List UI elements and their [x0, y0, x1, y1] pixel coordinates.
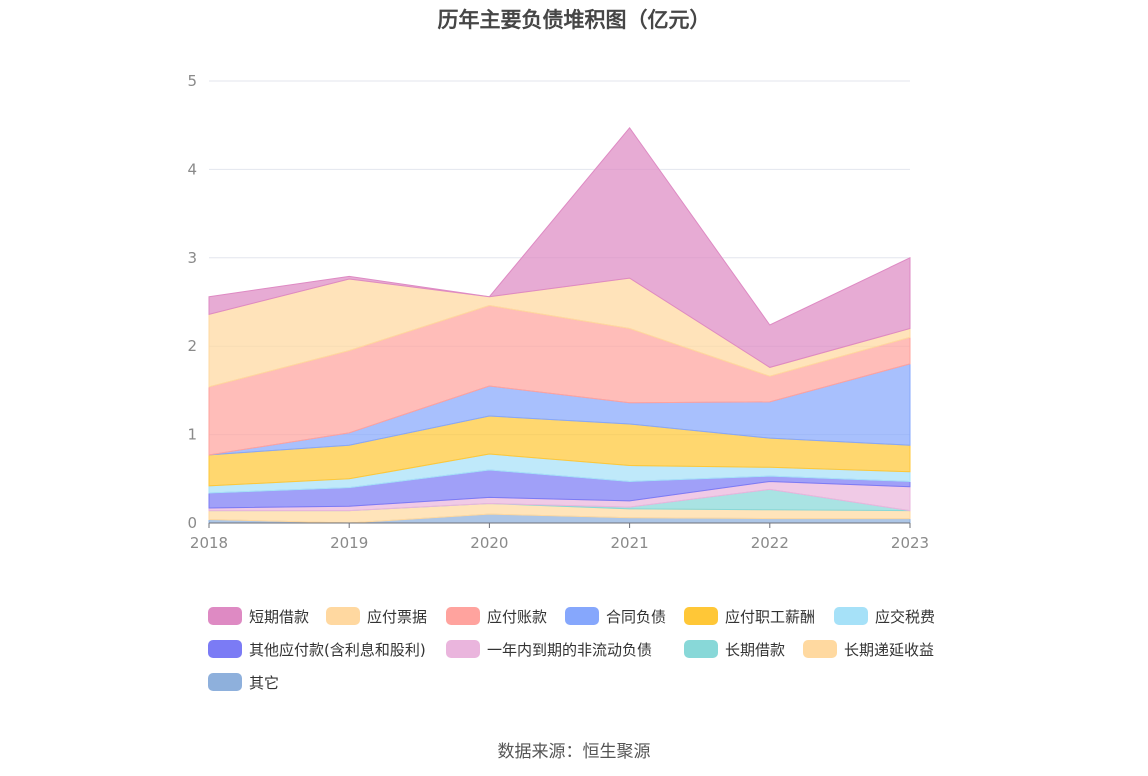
legend-label: 长期借款: [725, 640, 786, 659]
legend-label: 合同负债: [606, 607, 667, 626]
x-tick-label: 2021: [611, 534, 649, 552]
legend-label: 应付职工薪酬: [725, 607, 816, 626]
legend-label: 长期递延收益: [844, 640, 935, 659]
y-tick-label: 1: [187, 426, 197, 444]
legend-item[interactable]: 长期递延收益: [803, 639, 934, 659]
legend-swatch: [446, 640, 480, 658]
legend-swatch: [834, 607, 868, 625]
legend-label: 一年内到期的非流动负债: [487, 640, 653, 659]
x-tick-label: 2022: [751, 534, 789, 552]
legend-swatch: [803, 640, 837, 658]
legend-swatch: [326, 607, 360, 625]
legend-swatch: [208, 607, 242, 625]
y-tick-label: 0: [187, 514, 197, 532]
legend-item[interactable]: 应付账款: [446, 606, 547, 626]
x-tick-label: 2023: [891, 534, 929, 552]
area-series: [208, 127, 911, 368]
y-tick-label: 3: [187, 249, 197, 267]
area-series-group: [208, 127, 911, 524]
legend-label: 其它: [249, 673, 280, 692]
legend-swatch: [446, 607, 480, 625]
y-tick-label: 2: [187, 337, 197, 355]
legend-item[interactable]: 应付职工薪酬: [684, 606, 815, 626]
legend-label: 其他应付款(含利息和股利): [249, 640, 426, 659]
legend-label: 短期借款: [249, 607, 310, 626]
legend-swatch: [684, 607, 718, 625]
data-source-note: 数据来源：恒生聚源: [497, 742, 651, 762]
y-tick-label: 5: [187, 72, 197, 90]
x-tick-label: 2018: [190, 534, 228, 552]
legend-swatch: [208, 640, 242, 658]
legend-item[interactable]: 应交税费: [834, 606, 935, 626]
legend-item[interactable]: 其它: [208, 672, 279, 692]
legend-label: 应交税费: [875, 607, 936, 626]
legend-swatch: [684, 640, 718, 658]
x-tick-label: 2019: [330, 534, 368, 552]
y-tick-label: 4: [187, 160, 197, 178]
legend-item[interactable]: 合同负债: [565, 606, 666, 626]
legend-item[interactable]: 长期借款: [684, 639, 785, 659]
stacked-area-chart: 0 1 2 3 4 5 2018 2019 2020 2021 2022 2023: [187, 72, 929, 552]
x-tick-label: 2020: [470, 534, 508, 552]
axes: 0 1 2 3 4 5 2018 2019 2020 2021 2022 2023: [187, 72, 929, 552]
chart-title: 历年主要负债堆积图（亿元）: [437, 8, 711, 32]
legend-swatch: [565, 607, 599, 625]
legend-item[interactable]: 一年内到期的非流动负债: [446, 639, 652, 659]
legend-label: 应付票据: [367, 607, 428, 626]
legend-item[interactable]: 应付票据: [326, 606, 427, 626]
legend-swatch: [208, 673, 242, 691]
legend-item[interactable]: 短期借款: [208, 606, 309, 626]
legend-label: 应付账款: [487, 607, 548, 626]
legend-item[interactable]: 其他应付款(含利息和股利): [208, 639, 426, 659]
